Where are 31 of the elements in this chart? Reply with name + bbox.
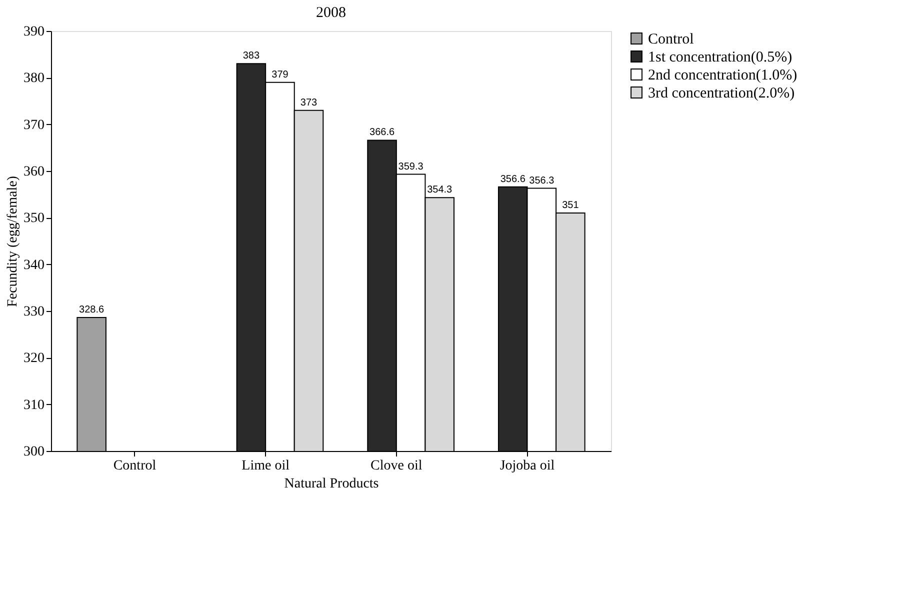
x-tick-label: Control bbox=[113, 458, 156, 474]
y-tick-label: 300 bbox=[24, 444, 44, 460]
data-label: 356.6 bbox=[500, 174, 526, 185]
y-tick-label: 350 bbox=[24, 211, 44, 226]
data-label: 356.3 bbox=[529, 175, 555, 186]
legend-label: 2nd concentration(1.0%) bbox=[648, 68, 798, 84]
data-label: 383 bbox=[242, 50, 260, 62]
x-axis-title: Natural Products bbox=[284, 476, 379, 492]
y-tick-label: 380 bbox=[24, 71, 44, 86]
data-label: 366.6 bbox=[370, 127, 395, 138]
data-label: 359.3 bbox=[398, 161, 424, 172]
x-tick-label: Clove oil bbox=[370, 458, 422, 474]
data-label: 354.3 bbox=[427, 184, 453, 196]
y-tick-label: 330 bbox=[24, 304, 44, 320]
data-label: 379 bbox=[272, 69, 289, 80]
legend-label: 3rd concentration(2.0%) bbox=[648, 86, 795, 102]
y-tick-label: 390 bbox=[24, 24, 44, 40]
legend-label: Control bbox=[648, 32, 694, 48]
x-tick-label: Jojoba oil bbox=[500, 458, 555, 474]
data-label: 328.6 bbox=[79, 304, 105, 316]
y-tick-label: 370 bbox=[24, 118, 44, 133]
data-label: 373 bbox=[300, 97, 318, 108]
y-tick-label: 320 bbox=[24, 351, 44, 366]
data-label: 351 bbox=[562, 200, 580, 211]
chart-title: 2008 bbox=[316, 5, 346, 21]
y-tick-label: 310 bbox=[24, 398, 44, 413]
y-axis-title: Fecundity (egg/female) bbox=[6, 176, 20, 308]
y-tick-label: 360 bbox=[24, 164, 44, 180]
legend-label: 1st concentration(0.5%) bbox=[648, 50, 792, 66]
y-tick-label: 340 bbox=[24, 258, 44, 273]
x-tick-label: Lime oil bbox=[242, 458, 290, 474]
